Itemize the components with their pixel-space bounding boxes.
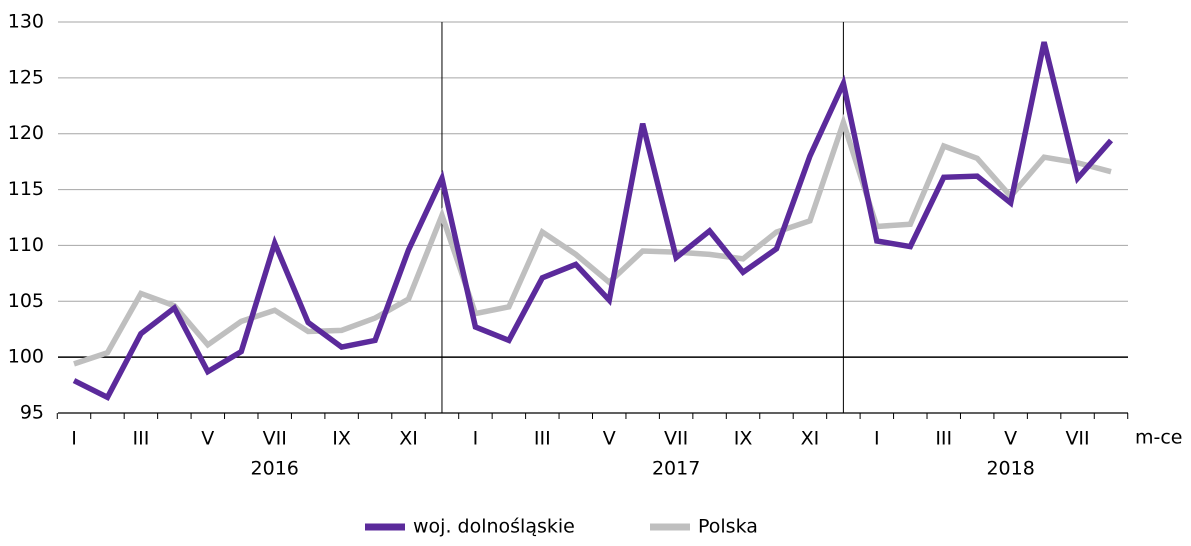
x-tick-label: VII	[263, 428, 287, 450]
y-tick-label: 110	[8, 234, 44, 256]
x-tick-label: IX	[734, 428, 753, 450]
series-line	[73, 113, 1112, 367]
x-tick-label: I	[71, 428, 77, 450]
group-label: 2016	[251, 458, 299, 480]
x-tick-label: III	[132, 428, 149, 450]
x-tick-label: I	[874, 428, 880, 450]
legend-label: woj. dolnośląskie	[413, 516, 575, 538]
x-tick-label: IX	[332, 428, 351, 450]
y-tick-label: 125	[8, 66, 44, 88]
x-tick-label: III	[935, 428, 952, 450]
y-tick-label: 130	[8, 11, 44, 33]
legend-label: Polska	[698, 516, 758, 538]
x-tick-label: I	[473, 428, 479, 450]
group-label: 2017	[652, 458, 700, 480]
series-line	[72, 41, 1114, 402]
x-axis-label: m-ce	[1135, 427, 1183, 449]
y-tick-label: 120	[8, 122, 44, 144]
y-tick-label: 95	[20, 402, 44, 424]
x-tick-label: VII	[1065, 428, 1089, 450]
x-tick-label: V	[1004, 428, 1017, 450]
x-tick-label: V	[201, 428, 214, 450]
y-tick-label: 105	[8, 290, 44, 312]
x-tick-label: XI	[801, 428, 820, 450]
x-tick-label: XI	[399, 428, 418, 450]
x-tick-label: VII	[664, 428, 688, 450]
y-tick-label: 100	[8, 346, 44, 368]
x-tick-label: V	[603, 428, 616, 450]
x-tick-label: III	[534, 428, 551, 450]
group-label: 2018	[986, 458, 1034, 480]
y-tick-label: 115	[8, 178, 44, 200]
